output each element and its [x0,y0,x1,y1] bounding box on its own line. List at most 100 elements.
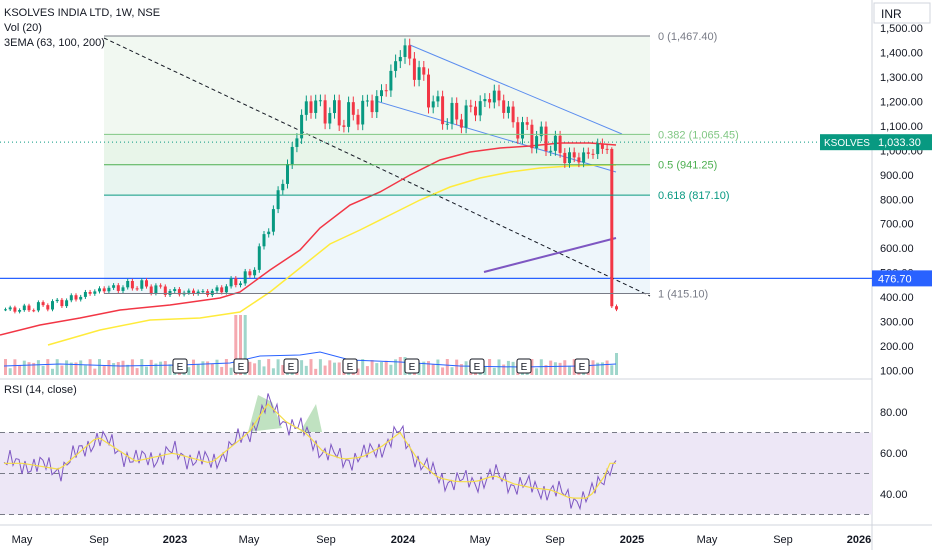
candle-body [121,287,125,291]
candle-body [88,291,92,294]
currency-selector[interactable] [873,2,931,24]
candle-body [436,96,440,102]
time-tick-label: May [697,534,718,546]
time-tick-label: 2023 [163,534,187,546]
volume-bar [4,359,7,375]
volume-bar [74,362,78,375]
volume-bar [243,315,247,375]
volume-bar [615,353,618,375]
earnings-marker-label: E [409,362,416,373]
candle-body [262,234,266,247]
volume-bar [65,360,69,375]
volume-bar [422,361,426,375]
volume-bar [572,359,576,375]
last-price-label: 1,033.30 [878,137,921,149]
volume-bar [370,360,374,375]
volume-bar [445,359,449,375]
candle-body [224,286,228,293]
earnings-marker[interactable] [342,358,358,374]
time-tick-label: 2025 [620,534,644,546]
volume-bar [441,367,445,375]
volume-bar [8,368,12,375]
volume-bar [483,366,487,375]
candle-body [525,122,529,125]
volume-bar [121,360,125,375]
candle-body [116,285,120,291]
earnings-marker-label: E [579,362,586,373]
earnings-marker[interactable] [172,358,188,374]
volume-bar [600,362,604,375]
volume-bar [427,361,430,375]
volume-bar [60,365,64,375]
volume-bar [535,368,539,375]
earnings-marker[interactable] [469,358,485,374]
candle-body [130,281,134,289]
candle-body [300,114,304,139]
volume-bar [32,362,36,375]
rsi-tick-label: 40.00 [880,489,908,501]
candle-body [267,231,271,235]
price-tick-label: 800.00 [880,194,914,206]
currency-label: INR [881,7,902,21]
volume-bar [361,359,365,375]
volume-bar [558,362,562,375]
volume-bar [502,364,506,375]
volume-bar [239,315,242,375]
candle-body [361,100,365,125]
earnings-marker[interactable] [233,358,249,374]
earnings-marker[interactable] [516,358,532,374]
volume-bar [389,364,393,375]
candle-body [154,285,158,294]
volume-bar [276,359,280,375]
candle-body [370,100,374,113]
earnings-marker-label: E [288,362,295,373]
candle-body [229,278,233,287]
candle-body [389,70,393,91]
symbol-badge-label: KSOLVES [824,138,870,149]
candle-body [365,100,369,102]
volume-bar [201,361,205,375]
candle-body [427,74,430,108]
volume-bar [459,364,463,375]
volume-bar [149,359,153,375]
candle-body [398,56,402,62]
earnings-marker-label: E [177,362,184,373]
earnings-marker[interactable] [283,358,299,374]
volume-bar [13,359,17,375]
volume-bar [328,360,332,375]
volume-bar [314,368,318,375]
channel-upper-line[interactable] [409,44,623,135]
candle-body [112,285,116,288]
projection-line[interactable] [483,237,617,273]
volume-bar [51,368,54,375]
candle-body [257,246,261,270]
volume-bar [102,366,106,375]
candle-body [215,287,219,291]
volume-bar [262,366,266,375]
volume-bar [464,361,468,375]
volume-bar [27,362,31,375]
volume-bar [492,367,496,375]
channel-lower-line[interactable] [375,100,617,173]
volume-bar [610,365,614,375]
volume-bar [22,360,26,375]
fib-level-label: 0.382 (1,065.45) [658,129,739,141]
candle-body [295,138,299,147]
volume-bar [304,365,308,375]
volume-bar [281,365,285,375]
candle-body [591,153,595,155]
earnings-marker[interactable] [404,358,420,374]
candle-body [333,100,336,114]
fib-zone-fill [104,195,650,294]
candle-body [375,96,379,113]
earnings-marker[interactable] [574,358,590,374]
price-tick-label: 100.00 [880,366,914,378]
candle-body [558,135,562,153]
volume-bar [596,362,600,375]
dashed-trend-line[interactable] [103,37,651,297]
volume-bar [83,365,87,375]
candle-body [239,283,242,286]
volume-bar [488,359,492,375]
volume-bar [159,361,163,375]
candle-body [79,296,83,300]
